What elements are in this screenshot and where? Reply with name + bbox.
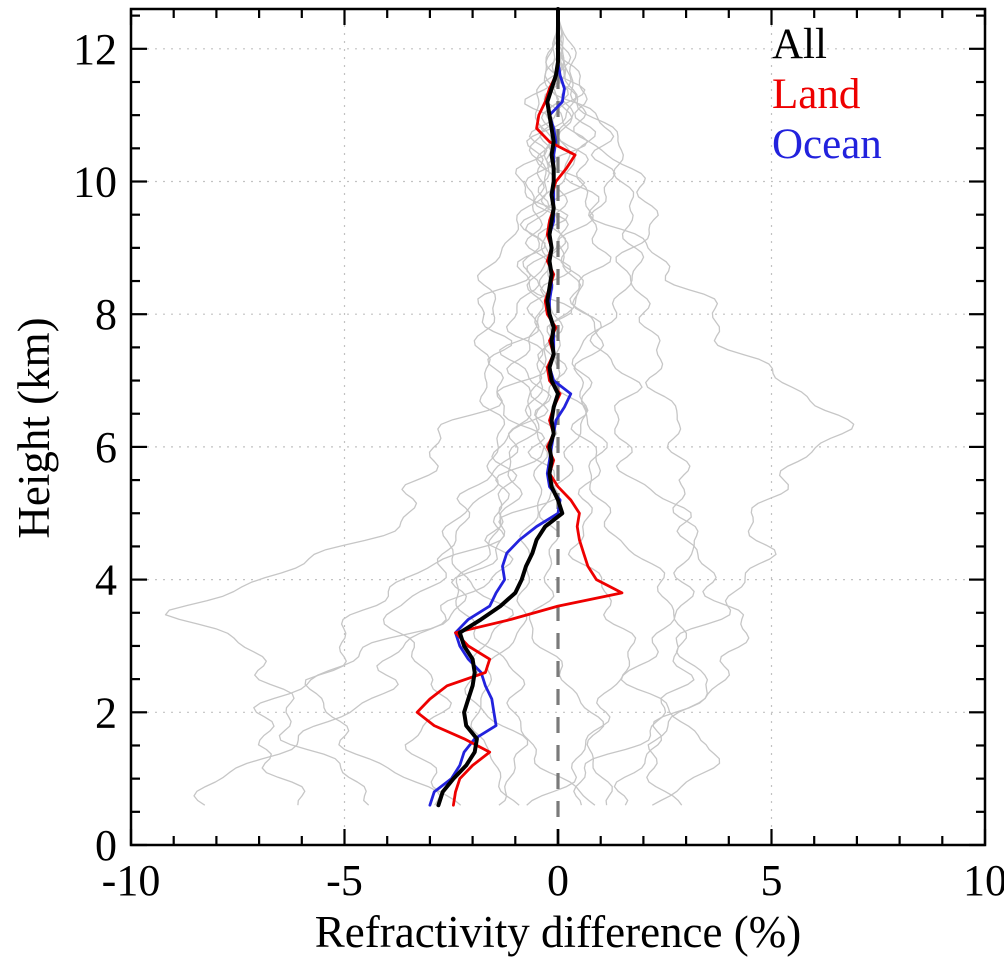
background-profile	[550, 15, 855, 806]
background-profile	[193, 15, 589, 806]
background-profile	[441, 15, 561, 806]
background-profile	[528, 15, 613, 806]
x-tick-label: 0	[547, 856, 569, 905]
y-tick-label: 6	[95, 423, 117, 472]
legend-entry-ocean: Ocean	[772, 121, 882, 168]
background-profile	[526, 15, 699, 806]
x-tick-label: -10	[102, 856, 161, 905]
background-profile	[455, 15, 596, 806]
background-profiles	[164, 15, 855, 806]
y-tick-label: 0	[95, 821, 117, 870]
background-profile	[545, 15, 721, 806]
series-lines	[415, 7, 624, 808]
background-profile	[470, 15, 569, 806]
background-profile	[555, 15, 750, 806]
x-tick-label: 10	[963, 856, 1004, 905]
x-axis-label: Refractivity difference (%)	[314, 907, 802, 957]
y-tick-label: 4	[95, 556, 117, 605]
background-profile	[382, 15, 560, 806]
y-tick-label: 2	[95, 688, 117, 737]
series-line-ocean	[428, 7, 573, 807]
y-axis-label: Height (km)	[9, 317, 59, 539]
gridlines	[131, 9, 985, 845]
legend: All Land Ocean	[772, 20, 882, 170]
x-tick-label: 5	[761, 856, 783, 905]
series-line-all	[436, 7, 565, 808]
x-tick-label: -5	[326, 856, 363, 905]
legend-entry-land: Land	[772, 71, 861, 118]
legend-entry-all: All	[772, 21, 827, 68]
y-tick-label: 12	[73, 25, 117, 74]
y-tick-label: 10	[73, 158, 117, 207]
y-tick-label: 8	[95, 290, 117, 339]
background-profile	[253, 15, 586, 806]
tick-labels: -10 -5 0 5 10 0 2 4 6 8 10 12	[73, 25, 1004, 905]
background-profile	[557, 15, 709, 806]
background-profile	[164, 15, 586, 806]
axis-ticks	[129, 9, 987, 847]
